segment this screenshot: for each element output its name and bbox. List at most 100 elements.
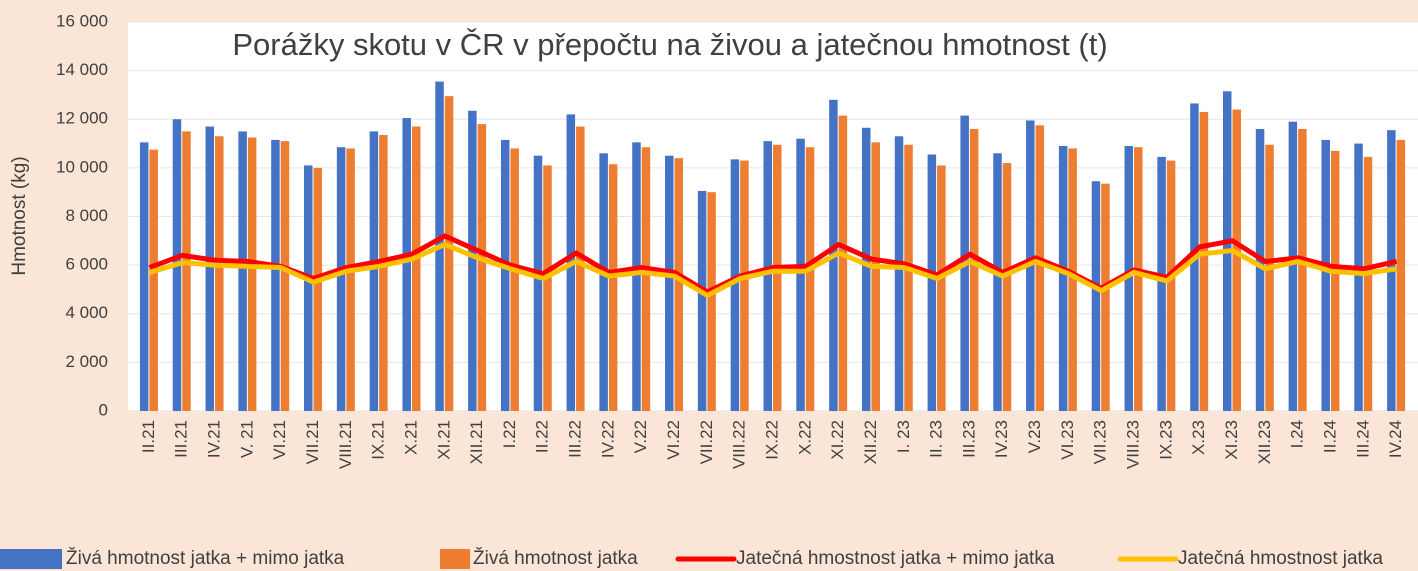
bar bbox=[1396, 139, 1406, 411]
bar bbox=[1255, 128, 1265, 411]
bar bbox=[477, 124, 487, 412]
x-tick-label: XII.22 bbox=[861, 420, 880, 464]
bar bbox=[740, 160, 749, 411]
x-tick-label: I.24 bbox=[1288, 420, 1307, 448]
x-tick-label: XI.21 bbox=[434, 420, 453, 460]
bar bbox=[402, 118, 411, 412]
bar bbox=[1199, 111, 1209, 412]
y-tick-label: 2 000 bbox=[65, 352, 108, 371]
bar bbox=[1354, 143, 1363, 411]
y-tick-label: 0 bbox=[99, 400, 108, 419]
legend-label: Jatečná hmostnost jatka + mimo jatka bbox=[736, 548, 1055, 569]
bar bbox=[247, 137, 257, 411]
x-tick-label: VII.23 bbox=[1091, 420, 1110, 464]
x-tick-label: I.22 bbox=[500, 420, 519, 448]
x-tick-label: VI.21 bbox=[270, 420, 289, 460]
bar bbox=[313, 167, 323, 411]
legend-label: Živá hmotnost jatka bbox=[473, 547, 638, 569]
bar bbox=[632, 142, 641, 412]
bar bbox=[379, 135, 388, 411]
bar bbox=[411, 126, 421, 411]
y-tick-label: 6 000 bbox=[65, 255, 108, 274]
bar bbox=[1101, 183, 1110, 411]
legend-label: Jatečná hmostnost jatka bbox=[1178, 548, 1383, 569]
x-tick-label: III.21 bbox=[172, 420, 191, 458]
x-tick-label: VI.22 bbox=[664, 420, 683, 460]
bar bbox=[1157, 156, 1166, 411]
y-tick-label: 10 000 bbox=[56, 157, 108, 176]
x-tick-label: II.22 bbox=[533, 420, 552, 453]
bar bbox=[1321, 139, 1330, 411]
bar bbox=[205, 126, 215, 411]
bar bbox=[927, 154, 937, 412]
bar bbox=[641, 147, 651, 411]
x-tick-label: II.24 bbox=[1320, 420, 1339, 453]
x-tick-label: II.21 bbox=[139, 420, 158, 453]
bar bbox=[139, 142, 149, 412]
bar bbox=[336, 147, 346, 411]
x-tick-label: XII.23 bbox=[1255, 420, 1274, 464]
legend-label: Živá hmotnost jatka + mimo jatka bbox=[66, 547, 345, 569]
bar bbox=[1288, 121, 1298, 412]
x-tick-label: VII.22 bbox=[697, 420, 716, 464]
y-tick-label: 8 000 bbox=[65, 206, 108, 225]
bar bbox=[1124, 145, 1134, 411]
bar bbox=[1330, 150, 1340, 411]
x-tick-label: VIII.21 bbox=[336, 420, 355, 469]
x-tick-label: VI.23 bbox=[1058, 420, 1077, 460]
bar bbox=[937, 165, 946, 411]
bar bbox=[1058, 145, 1068, 411]
bar bbox=[271, 139, 280, 411]
line-series bbox=[148, 233, 1398, 295]
x-tick-label: III.24 bbox=[1353, 420, 1372, 458]
x-tick-label: IV.21 bbox=[205, 420, 224, 458]
x-tick-label: V. 21 bbox=[237, 420, 256, 458]
bar bbox=[280, 141, 290, 411]
x-tick-label: XI.23 bbox=[1222, 420, 1241, 460]
bar bbox=[707, 192, 716, 411]
bar bbox=[904, 144, 913, 411]
x-tick-label: XI.22 bbox=[828, 420, 847, 460]
bar bbox=[665, 155, 674, 411]
bar bbox=[500, 139, 510, 411]
bar bbox=[543, 165, 552, 411]
bar bbox=[697, 190, 707, 411]
x-tick-label: VII.21 bbox=[303, 420, 322, 464]
bar bbox=[238, 131, 247, 411]
x-tick-label: IV.22 bbox=[598, 420, 617, 458]
bar bbox=[763, 141, 772, 411]
x-tick-label: VIII.23 bbox=[1124, 420, 1143, 469]
x-tick-label: X.23 bbox=[1189, 420, 1208, 455]
bar bbox=[1068, 148, 1077, 412]
bar bbox=[993, 153, 1002, 411]
x-tick-label: III.22 bbox=[566, 420, 585, 458]
x-tick-label: I. 23 bbox=[894, 420, 913, 453]
bar bbox=[510, 148, 519, 412]
legend-swatch bbox=[440, 549, 470, 569]
x-tick-label: V.22 bbox=[631, 420, 650, 453]
bar bbox=[1363, 156, 1373, 411]
x-tick-label: X.22 bbox=[795, 420, 814, 455]
bar bbox=[444, 96, 454, 411]
x-tick-label: IX.23 bbox=[1156, 420, 1175, 460]
bar bbox=[773, 144, 782, 411]
y-tick-label: 12 000 bbox=[56, 109, 108, 128]
bar bbox=[838, 115, 848, 412]
x-tick-label: III.23 bbox=[959, 420, 978, 458]
y-tick-label: 14 000 bbox=[56, 60, 108, 79]
x-tick-label: VIII.22 bbox=[730, 420, 749, 469]
x-tick-label: IX.22 bbox=[762, 420, 781, 460]
bar bbox=[796, 138, 805, 411]
x-tick-label: IV.24 bbox=[1386, 420, 1405, 458]
bar bbox=[1091, 181, 1101, 411]
bar bbox=[369, 131, 379, 411]
x-tick-label: XII.21 bbox=[467, 420, 486, 464]
bar bbox=[1265, 144, 1274, 411]
chart-title: Porážky skotu v ČR v přepočtu na živou a… bbox=[232, 27, 1107, 62]
bar bbox=[215, 136, 224, 412]
x-tick-label: V.23 bbox=[1025, 420, 1044, 453]
bar bbox=[182, 131, 191, 411]
bar bbox=[674, 158, 684, 411]
bar bbox=[304, 165, 313, 411]
